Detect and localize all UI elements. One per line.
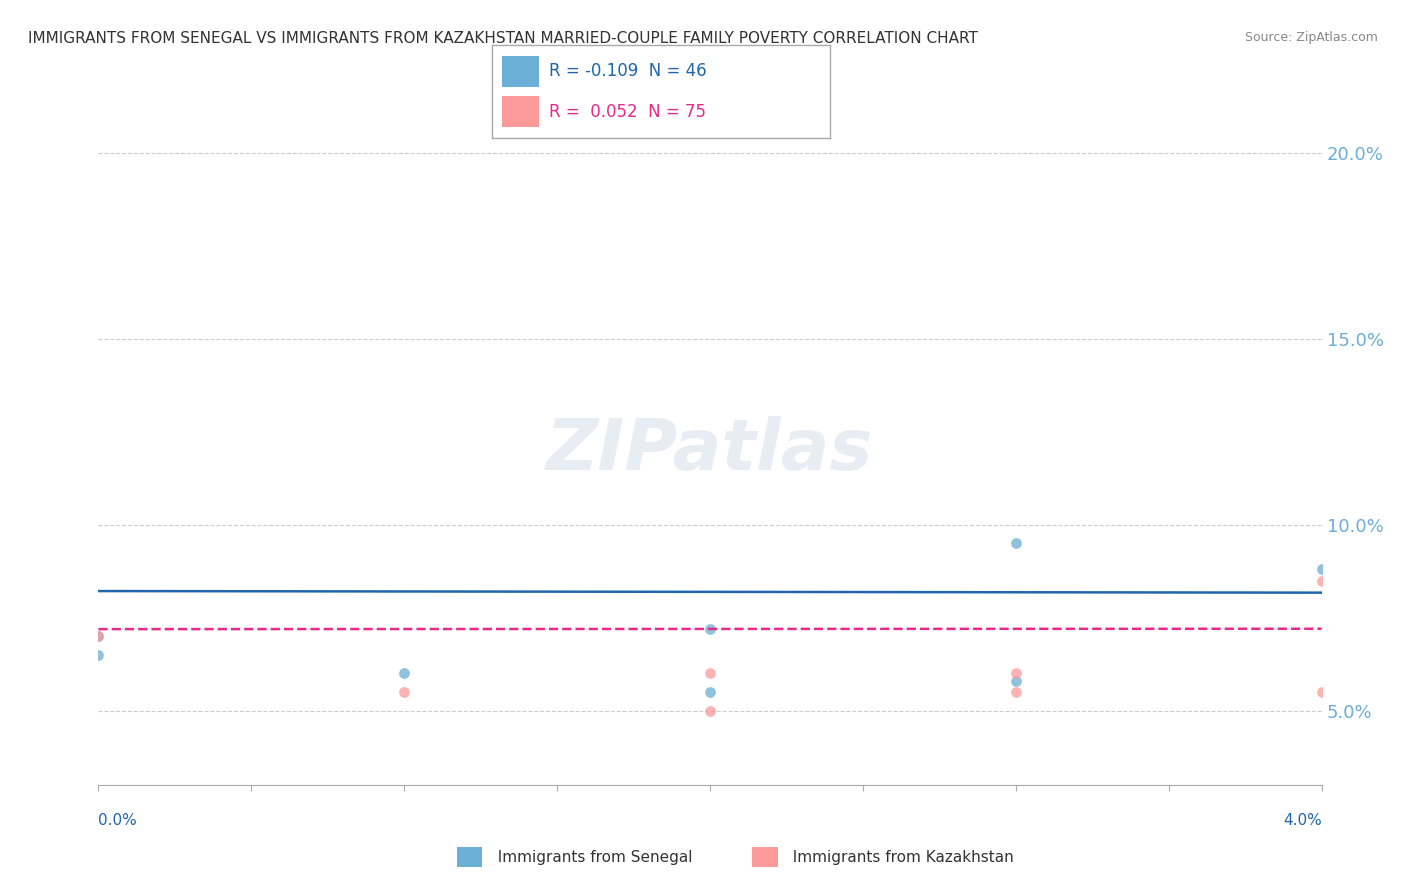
Text: Immigrants from Kazakhstan: Immigrants from Kazakhstan bbox=[783, 850, 1014, 864]
Text: R =  0.052  N = 75: R = 0.052 N = 75 bbox=[550, 103, 706, 121]
Point bbox=[699, 622, 721, 636]
Point bbox=[1004, 685, 1026, 699]
Point bbox=[699, 704, 721, 718]
Text: 4.0%: 4.0% bbox=[1282, 814, 1322, 828]
Point bbox=[1310, 562, 1333, 576]
Point bbox=[699, 666, 721, 681]
Point bbox=[392, 666, 416, 681]
Text: Source: ZipAtlas.com: Source: ZipAtlas.com bbox=[1244, 31, 1378, 45]
Point bbox=[1004, 673, 1026, 688]
Point bbox=[1004, 536, 1026, 550]
Text: 0.0%: 0.0% bbox=[98, 814, 138, 828]
Bar bbox=[457, 847, 482, 867]
Text: ZIPatlas: ZIPatlas bbox=[547, 416, 873, 485]
Bar bbox=[502, 96, 540, 127]
Point bbox=[699, 685, 721, 699]
Point bbox=[1004, 666, 1026, 681]
Point bbox=[392, 685, 416, 699]
Point bbox=[1310, 574, 1333, 588]
Point bbox=[87, 629, 110, 643]
Point bbox=[1310, 685, 1333, 699]
Point bbox=[87, 629, 110, 643]
Point bbox=[87, 648, 110, 662]
Text: R = -0.109  N = 46: R = -0.109 N = 46 bbox=[550, 62, 707, 79]
Bar bbox=[502, 56, 540, 87]
Bar bbox=[752, 847, 778, 867]
Text: Immigrants from Senegal: Immigrants from Senegal bbox=[488, 850, 692, 864]
Text: IMMIGRANTS FROM SENEGAL VS IMMIGRANTS FROM KAZAKHSTAN MARRIED-COUPLE FAMILY POVE: IMMIGRANTS FROM SENEGAL VS IMMIGRANTS FR… bbox=[28, 31, 979, 46]
